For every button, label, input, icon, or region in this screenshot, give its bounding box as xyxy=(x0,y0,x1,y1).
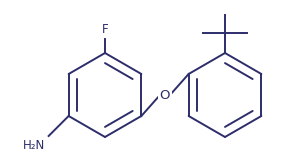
Text: H₂N: H₂N xyxy=(22,139,45,152)
Text: O: O xyxy=(160,89,170,102)
Text: F: F xyxy=(102,23,108,36)
